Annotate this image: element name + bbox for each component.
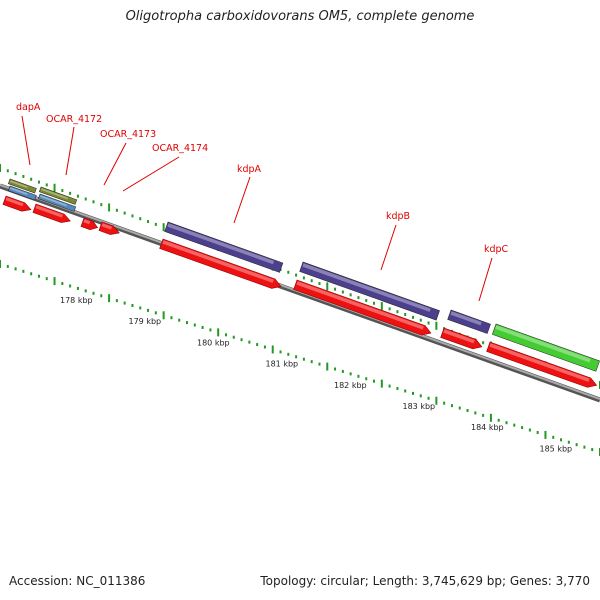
genome-summary: Topology: circular; Length: 3,745,629 bp… — [260, 574, 590, 588]
gene-arrow-kdpA-shape — [159, 238, 282, 289]
scale-label: 179 kbp — [129, 317, 162, 326]
scale-label: 178 kbp — [60, 296, 93, 305]
olive-feature-2-shape — [39, 186, 78, 205]
gene-arrow-kdpB — [293, 279, 432, 336]
gene-arrow-ocar4174-shine — [101, 223, 113, 230]
kdp-feature-A-shape — [164, 221, 284, 273]
blue-feature-2-shape — [38, 193, 77, 212]
green-feature-shine — [495, 325, 591, 363]
olive-feature-1-shape — [8, 178, 37, 194]
label-leaders — [21, 115, 493, 302]
leader-line — [122, 156, 180, 192]
gene-arrow-kdpC-shape — [440, 327, 483, 350]
map-title: Oligotropha carboxidovorans OM5, complet… — [125, 9, 475, 24]
scale-labels: 178 kbp 179 kbp 180 kbp 181 kbp 182 kbp 183 k… — [60, 296, 572, 453]
scale-label: 184 kbp — [471, 423, 504, 432]
scale-label: 183 kbp — [403, 402, 436, 411]
accession-text: Accession: NC_011386 — [9, 574, 146, 588]
gene-labels: dapA OCAR_4172 OCAR_4173 OCAR_4174 kdpA kdpB k… — [16, 102, 509, 255]
gene-arrow-next-shape — [486, 341, 598, 388]
gene-arrow-next-shine — [489, 343, 590, 382]
gene-arrow-kdpC — [440, 327, 483, 350]
blue-feature-2-shine — [40, 195, 67, 207]
gene-arrow-dapA-shape — [2, 195, 32, 212]
olive-feature-2 — [39, 186, 78, 205]
gene-arrow-ocar4172-shine — [35, 205, 63, 218]
leader-line — [103, 142, 127, 186]
gene-arrow-ocar4173 — [80, 217, 99, 231]
gene-label-text: OCAR_4174 — [152, 143, 208, 154]
olive-feature-2-shine — [41, 188, 68, 200]
olive-feature-1-shine — [10, 180, 28, 188]
blue-feature-1 — [8, 185, 37, 201]
olive-feature-1 — [8, 178, 37, 194]
gene-arrow-ocar4172-shape — [32, 203, 71, 223]
gene-label-text: kdpB — [386, 211, 410, 222]
leader-line — [233, 176, 251, 224]
leader-line — [478, 257, 493, 302]
gene-arrow-next — [486, 341, 598, 388]
feature-tracks — [2, 178, 600, 388]
kdp-feature-A-shine — [167, 223, 275, 265]
dotted-tick-tracks — [0, 164, 600, 456]
gene-arrow-kdpC-shine — [443, 329, 475, 344]
gene-arrow-kdpB-shape — [293, 279, 432, 336]
leader-line — [21, 115, 31, 166]
gene-arrow-ocar4172 — [32, 203, 71, 223]
gene-label-text: kdpA — [237, 164, 262, 175]
gene-label-text: OCAR_4173 — [100, 129, 156, 140]
kdp-feature-A — [164, 221, 284, 273]
green-feature-shape — [491, 323, 600, 372]
blue-feature-2 — [38, 193, 77, 212]
green-feature — [491, 323, 600, 372]
kdp-feature-B — [299, 261, 440, 321]
kdp-feature-B-shine — [302, 263, 431, 312]
gene-arrow-kdpA-shine — [162, 240, 274, 283]
scale-label: 180 kbp — [197, 338, 230, 347]
scale-label: 185 kbp — [540, 444, 573, 453]
leader-line — [380, 224, 397, 271]
gene-arrow-ocar4174-shape — [98, 221, 120, 235]
leader-line — [65, 126, 75, 176]
gene-arrow-kdpB-shine — [296, 281, 424, 330]
gene-arrow-dapA — [2, 195, 32, 212]
genome-backbone — [0, 183, 600, 403]
gene-arrow-ocar4173-shape — [80, 217, 99, 231]
gene-label-text: kdpC — [484, 244, 509, 255]
scale-label: 181 kbp — [266, 360, 299, 369]
kdp-feature-C-shine — [450, 311, 482, 326]
gene-label-text: dapA — [16, 102, 41, 113]
kdp-feature-C-shape — [447, 309, 491, 334]
gene-arrow-ocar4174 — [98, 221, 120, 235]
gene-arrow-dapA-shine — [5, 197, 24, 207]
kdp-feature-B-shape — [299, 261, 440, 321]
gene-arrow-ocar4173-shine — [83, 219, 91, 225]
blue-feature-1-shape — [8, 185, 37, 201]
kdp-feature-C — [447, 309, 491, 334]
scale-label: 182 kbp — [334, 381, 367, 390]
blue-feature-1-shine — [10, 187, 28, 195]
gene-label-text: OCAR_4172 — [46, 114, 102, 125]
gene-arrow-kdpA — [159, 238, 282, 289]
